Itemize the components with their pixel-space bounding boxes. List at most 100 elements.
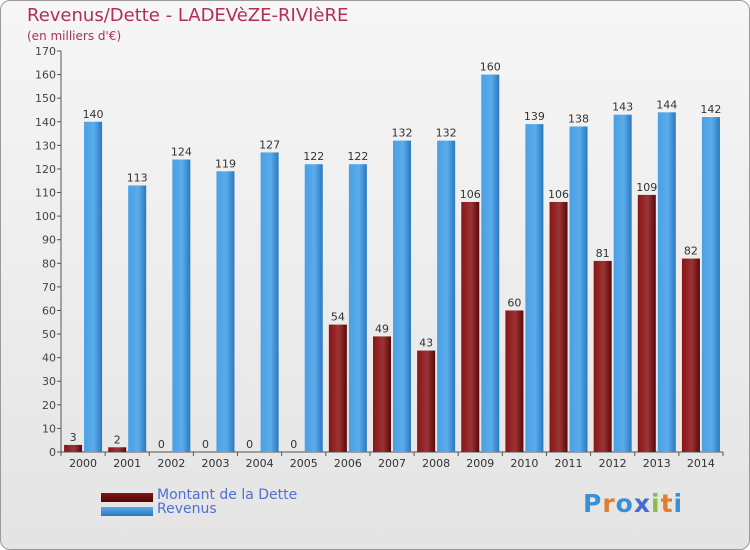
bar-dette	[328, 324, 347, 452]
x-tick-label: 2009	[466, 457, 494, 470]
y-tick-label: 0	[49, 446, 56, 459]
data-label-revenus: 139	[524, 110, 545, 123]
logo-letter: x	[633, 489, 651, 518]
bar-dette	[505, 310, 524, 452]
y-tick-label: 80	[42, 257, 56, 270]
x-tick-label: 2011	[555, 457, 583, 470]
y-tick-label: 130	[35, 139, 56, 152]
data-label-revenus: 122	[303, 150, 324, 163]
x-tick-label: 2002	[157, 457, 185, 470]
bar-dette	[593, 260, 612, 452]
y-tick-label: 170	[35, 45, 56, 58]
data-label-dette: 106	[548, 188, 569, 201]
y-tick-label: 30	[42, 375, 56, 388]
y-tick-label: 10	[42, 422, 56, 435]
x-tick-label: 2004	[246, 457, 274, 470]
bar-dette	[373, 336, 391, 452]
data-label-revenus: 127	[259, 138, 280, 151]
bar-revenus	[304, 164, 323, 453]
logo-letter: P	[583, 489, 603, 518]
legend-label-dette: Montant de la Dette	[157, 487, 298, 503]
bar-revenus	[657, 112, 676, 453]
bar-dette	[681, 258, 700, 452]
x-tick-label: 2000	[69, 457, 97, 470]
bar-dette	[417, 350, 436, 452]
data-label-dette: 109	[636, 181, 657, 194]
chart-subtitle: (en milliers d'€)	[27, 29, 122, 43]
data-label-dette: 43	[419, 337, 433, 350]
y-tick-label: 160	[35, 69, 56, 82]
logo-letter: i	[673, 489, 684, 518]
x-tick-label: 2007	[378, 457, 406, 470]
data-label-revenus: 132	[436, 127, 457, 140]
data-label-dette: 49	[375, 322, 389, 335]
data-label-dette: 2	[114, 433, 121, 446]
data-label-dette: 0	[202, 438, 209, 451]
y-tick-label: 120	[35, 163, 56, 176]
bar-revenus	[481, 74, 500, 453]
x-tick-label: 2003	[201, 457, 229, 470]
proxiti-logo: Proxiti	[583, 489, 683, 518]
logo-letter: i	[651, 489, 661, 518]
bar-revenus	[569, 126, 588, 452]
data-label-revenus: 124	[171, 146, 192, 159]
bar-revenus	[437, 140, 456, 452]
bar-revenus	[701, 117, 720, 452]
y-tick-label: 90	[42, 234, 56, 247]
x-tick-label: 2006	[334, 457, 362, 470]
data-label-dette: 3	[70, 431, 77, 444]
data-label-revenus: 160	[480, 61, 501, 74]
bar-revenus	[84, 121, 103, 452]
bar-revenus	[260, 152, 279, 452]
data-label-revenus: 119	[215, 157, 236, 170]
bar-dette	[108, 447, 127, 452]
bar-revenus	[216, 171, 235, 453]
bar-revenus	[393, 140, 411, 452]
x-tick-label: 2005	[290, 457, 318, 470]
y-tick-label: 150	[35, 92, 56, 105]
data-label-revenus: 138	[568, 112, 589, 125]
legend-label-revenus: Revenus	[157, 501, 217, 517]
bar-revenus	[172, 159, 191, 452]
x-tick-label: 2012	[599, 457, 627, 470]
data-label-revenus: 113	[127, 171, 148, 184]
data-label-dette: 54	[331, 311, 345, 324]
data-label-dette: 0	[158, 438, 165, 451]
data-label-revenus: 132	[392, 127, 413, 140]
y-tick-label: 110	[35, 187, 56, 200]
legend-swatch-dette	[101, 493, 153, 502]
logo-letter: o	[615, 489, 634, 518]
y-tick-label: 50	[42, 328, 56, 341]
data-label-dette: 60	[507, 296, 521, 309]
y-tick-label: 60	[42, 304, 56, 317]
x-tick-label: 2014	[687, 457, 715, 470]
legend-swatch-revenus	[101, 507, 153, 516]
y-tick-label: 20	[42, 399, 56, 412]
logo-letter: t	[660, 489, 674, 518]
y-tick-label: 140	[35, 116, 56, 129]
bar-revenus	[525, 124, 544, 452]
bar-dette	[549, 201, 568, 452]
bar-revenus	[128, 185, 147, 452]
data-label-revenus: 143	[612, 101, 633, 114]
data-label-dette: 0	[290, 438, 297, 451]
data-label-revenus: 122	[347, 150, 368, 163]
bar-dette	[461, 201, 480, 452]
bar-revenus	[348, 164, 367, 453]
x-tick-label: 2013	[643, 457, 671, 470]
data-label-revenus: 142	[700, 103, 721, 116]
x-tick-label: 2008	[422, 457, 450, 470]
data-label-dette: 106	[460, 188, 481, 201]
data-label-revenus: 140	[83, 108, 104, 121]
data-label-dette: 82	[684, 245, 698, 258]
chart-title: Revenus/Dette - LADEVèZE-RIVIèRE	[27, 5, 349, 26]
logo-letter: r	[602, 489, 616, 518]
x-tick-label: 2010	[510, 457, 538, 470]
data-label-dette: 0	[246, 438, 253, 451]
data-label-revenus: 144	[656, 98, 677, 111]
bar-dette	[64, 444, 83, 452]
y-tick-label: 40	[42, 352, 56, 365]
x-tick-label: 2001	[113, 457, 141, 470]
